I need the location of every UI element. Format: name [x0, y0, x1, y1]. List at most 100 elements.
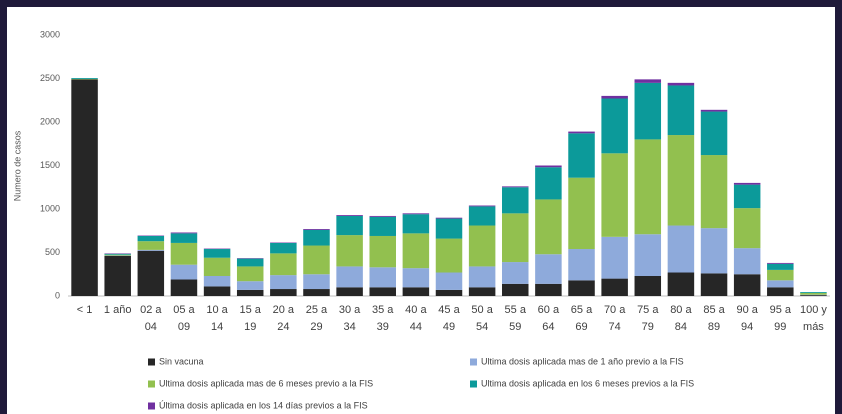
bar-segment: [236, 266, 264, 282]
bar-segment: [71, 78, 98, 79]
bar-segment: [601, 278, 628, 296]
bar-segment: [104, 254, 131, 256]
x-tick-label: 02 a 04: [140, 304, 162, 333]
bar-segment: [104, 253, 131, 255]
bar-segment: [303, 245, 330, 275]
bar-segment: [568, 249, 595, 281]
bar-segment: [270, 253, 297, 276]
bar-segment: [767, 262, 794, 264]
bar-segment: [733, 248, 761, 275]
bar-segment: [402, 233, 430, 269]
bar-segment: [601, 98, 628, 154]
chart-panel: [7, 7, 835, 414]
bar-segment: [468, 287, 496, 296]
bar-segment: [634, 275, 662, 296]
bar-segment: [303, 229, 330, 246]
bar-segment: [369, 267, 396, 288]
y-tick-label: 500: [45, 247, 60, 257]
x-tick-label: 75 a 79: [637, 304, 659, 333]
x-tick-label: 05 a 09: [173, 304, 195, 333]
y-tick-label: 0: [55, 290, 60, 300]
bar-segment: [502, 283, 529, 296]
x-tick-label: 20 a 24: [273, 304, 295, 333]
legend-label: Ultima dosis aplicada mas de 6 meses pre…: [159, 378, 373, 388]
bar-segment: [568, 280, 595, 296]
bar-segment: [601, 236, 628, 279]
bar-segment: [733, 182, 761, 185]
x-tick-label: 80 a 84: [670, 304, 692, 333]
bar-segment: [336, 266, 363, 288]
bar-segment: [203, 275, 231, 287]
bar-segment: [568, 131, 595, 134]
bar-segment: [402, 213, 430, 215]
bar-segment: [502, 262, 529, 284]
bar-segment: [303, 289, 330, 296]
bar-segment: [170, 242, 198, 265]
bar-segment: [435, 238, 463, 273]
bar-segment: [303, 274, 330, 290]
x-tick-label: 45 a 49: [438, 304, 460, 333]
bar-segment: [170, 264, 198, 280]
bar-segment: [700, 111, 728, 156]
bar-segment: [667, 82, 695, 86]
bar-segment: [535, 199, 562, 255]
y-tick-label: 1000: [40, 203, 60, 213]
legend-swatch: [148, 358, 155, 366]
legend-label: Ultima dosis aplicada mas de 1 año previ…: [481, 356, 684, 366]
x-tick-label: < 1: [77, 304, 93, 316]
bar-segment: [535, 165, 562, 168]
bar-segment: [800, 292, 827, 293]
x-tick-label: 35 a 39: [372, 304, 394, 333]
x-tick-label: 100 y más: [800, 304, 827, 333]
bar-segment: [369, 287, 396, 296]
x-tick-label: 50 a 54: [471, 304, 493, 333]
bar-segment: [369, 235, 396, 268]
bar-segment: [468, 266, 496, 288]
bar-segment: [535, 283, 562, 296]
bar-segment: [137, 249, 165, 251]
bar-segment: [767, 280, 794, 288]
legend-swatch: [470, 358, 477, 366]
x-tick-label: 95 a 99: [770, 304, 792, 333]
bar-segment: [369, 216, 396, 236]
legend-swatch: [148, 402, 155, 410]
bar-segment: [137, 235, 165, 242]
bar-segment: [336, 235, 363, 267]
bar-segment: [667, 272, 695, 296]
bar-segment: [667, 85, 695, 136]
legend-label: Ultima dosis aplicada en los 6 meses pre…: [481, 378, 694, 388]
bar-segment: [170, 279, 198, 296]
bar-segment: [634, 79, 662, 83]
bar-segment: [667, 225, 695, 273]
bar-segment: [468, 206, 496, 226]
y-tick-label: 3000: [40, 29, 60, 39]
bar-segment: [502, 187, 529, 214]
bar-segment: [270, 242, 297, 254]
bar-segment: [104, 255, 131, 296]
bar-segment: [402, 287, 430, 296]
legend-label: Última dosis aplicada en los 14 días pre…: [159, 400, 368, 410]
x-tick-label: 90 a 94: [736, 304, 758, 333]
x-tick-label: 40 a 44: [405, 304, 427, 333]
x-tick-label: 25 a 29: [306, 304, 328, 333]
bar-segment: [203, 249, 231, 258]
bar-segment: [435, 217, 463, 219]
bar-segment: [236, 281, 264, 290]
bar-segment: [601, 95, 628, 99]
bar-segment: [336, 215, 363, 236]
bar-segment: [601, 153, 628, 237]
bar-segment: [700, 228, 728, 274]
bar-segment: [700, 109, 728, 112]
bar-segment: [435, 272, 463, 290]
bar-segment: [700, 155, 728, 229]
bar-segment: [137, 241, 165, 250]
bar-segment: [137, 250, 165, 296]
bar-segment: [236, 289, 264, 296]
bar-segment: [568, 177, 595, 250]
y-axis-label: Numero de casos: [12, 130, 22, 201]
bar-segment: [733, 274, 761, 296]
bar-segment: [733, 184, 761, 209]
bar-segment: [170, 232, 198, 234]
